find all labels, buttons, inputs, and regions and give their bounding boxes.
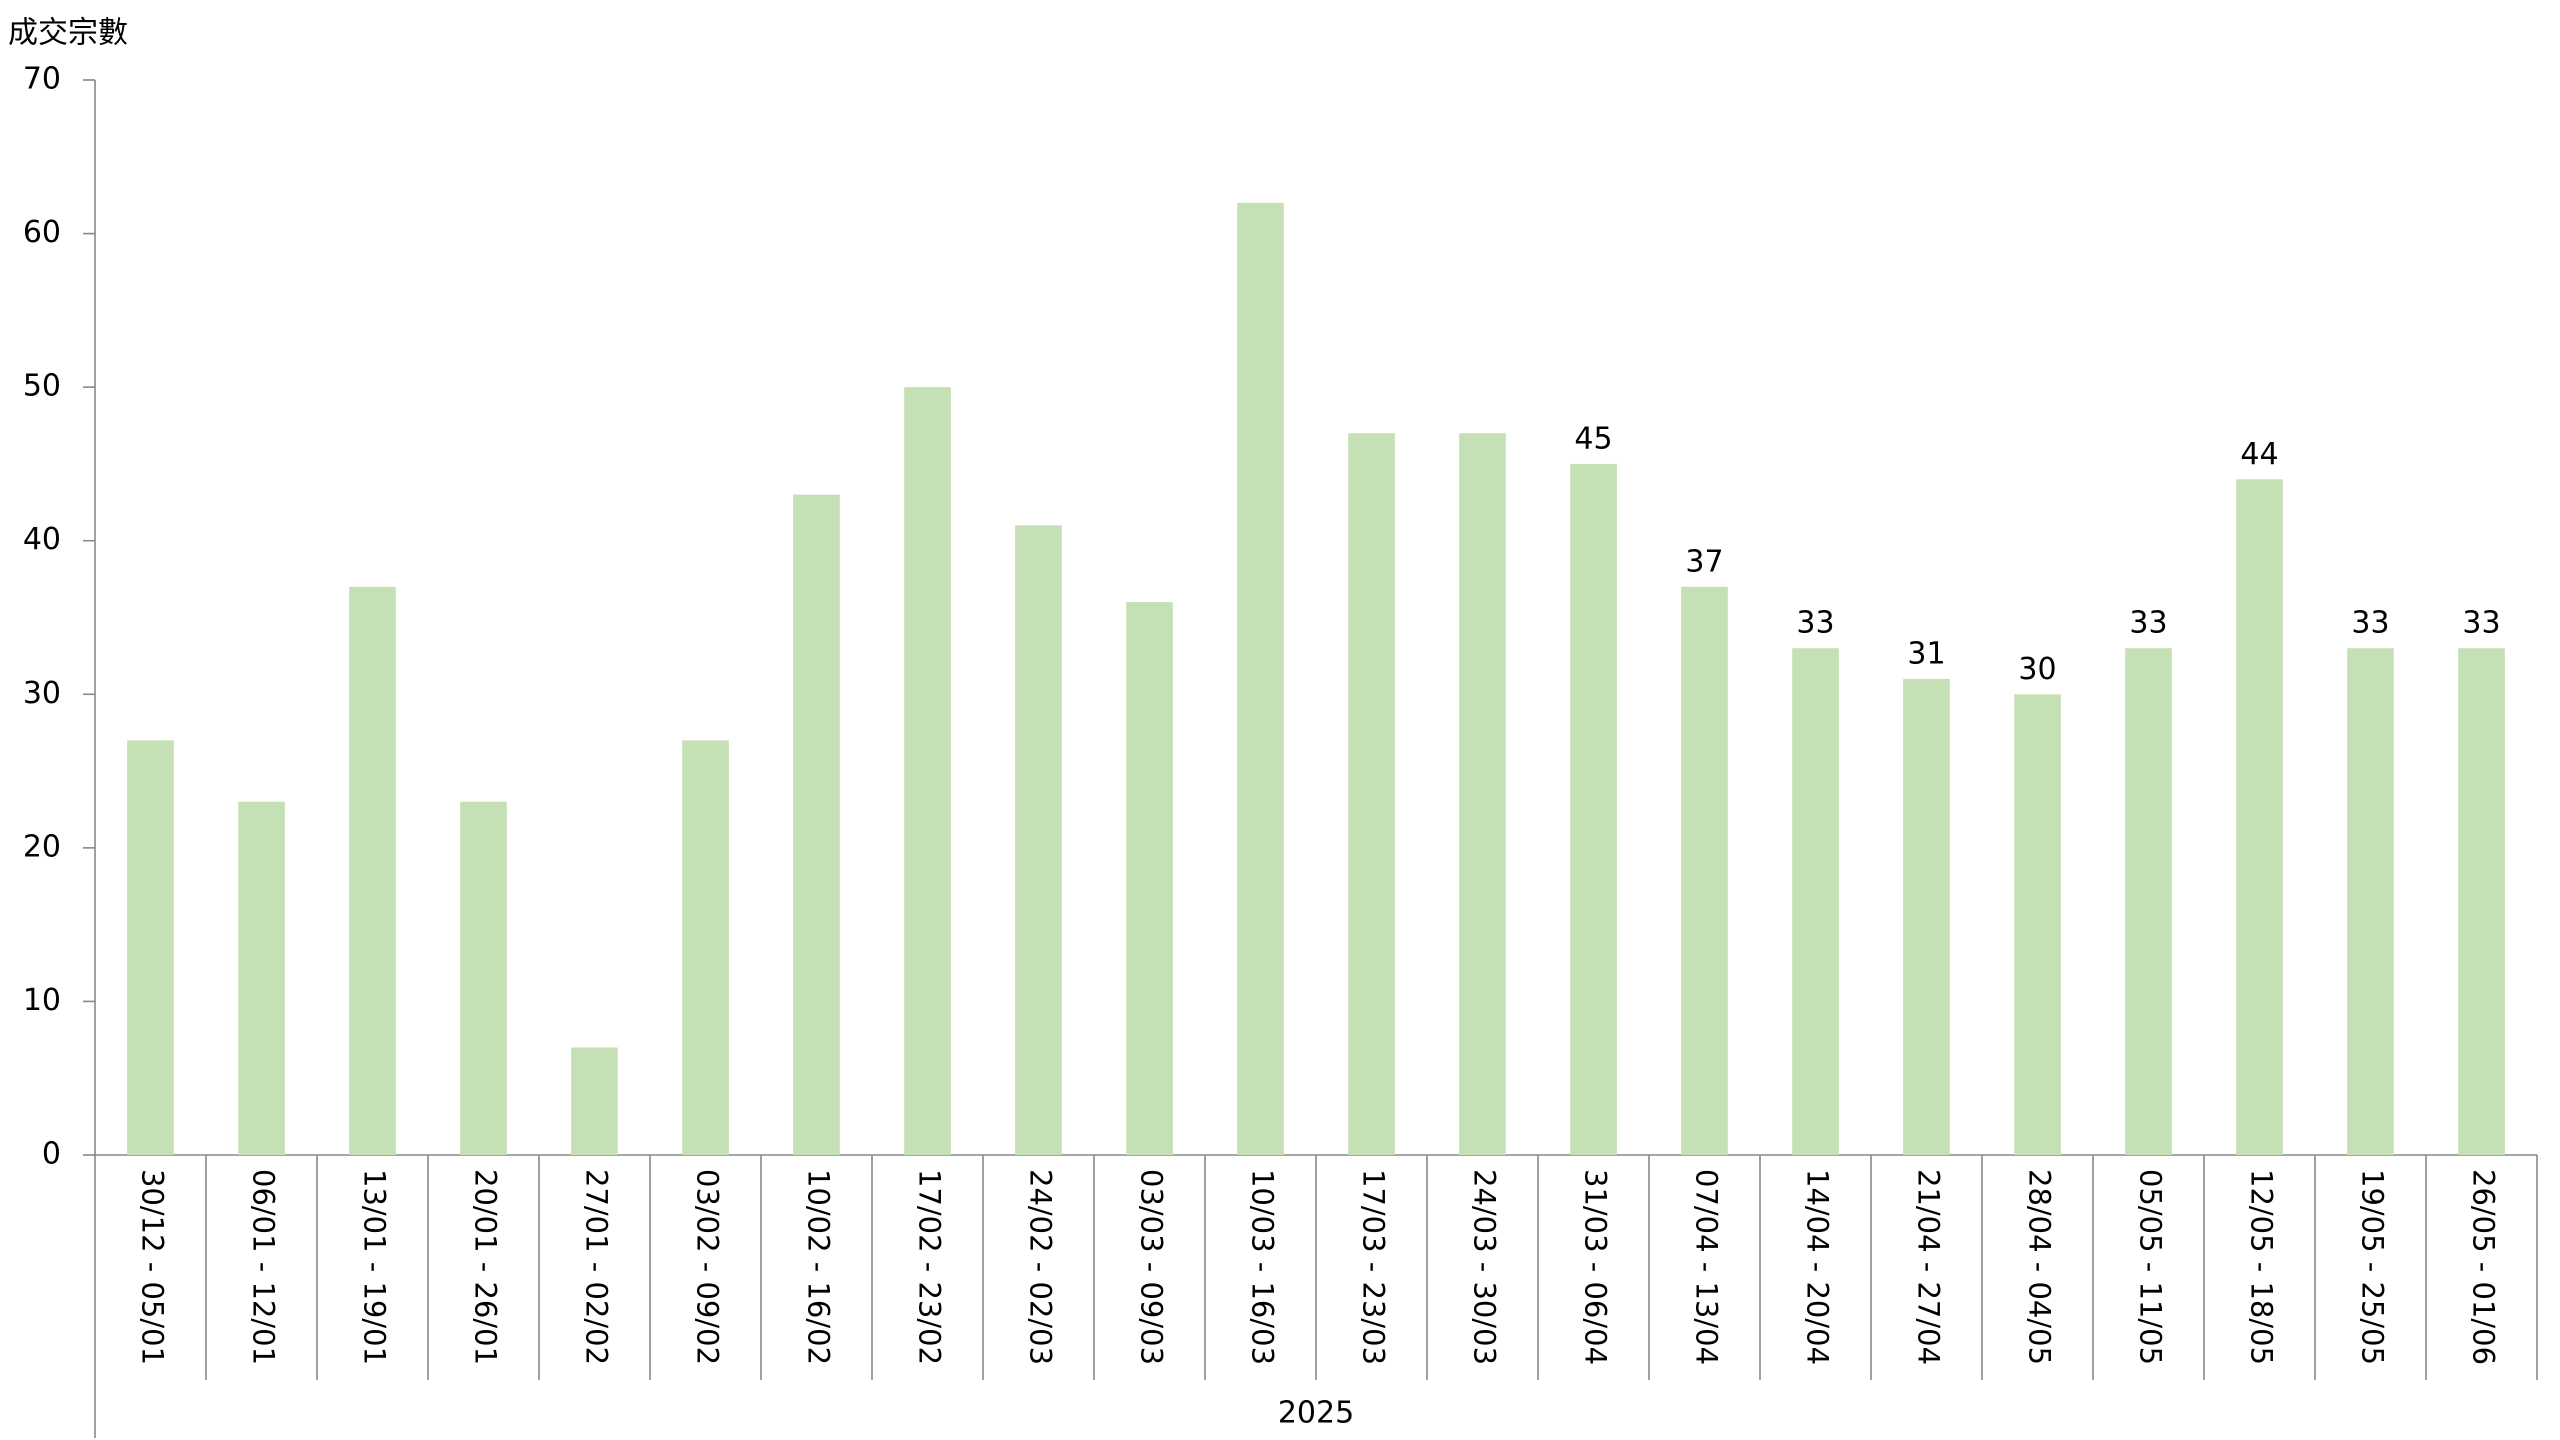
bar (1792, 648, 1839, 1155)
data-label: 33 (2351, 606, 2389, 641)
data-label: 45 (1574, 421, 1612, 456)
data-label: 37 (1685, 544, 1723, 579)
bar (1015, 525, 1062, 1155)
x-tick-label: 24/02 - 02/03 (1024, 1169, 1058, 1365)
x-tick-label: 19/05 - 25/05 (2356, 1169, 2390, 1365)
bar (1681, 586, 1728, 1155)
data-label: 31 (1907, 636, 1945, 671)
y-tick-label: 60 (23, 215, 61, 250)
x-tick-label: 13/01 - 19/01 (358, 1169, 392, 1365)
group-label: 2025 (1278, 1396, 1354, 1431)
x-tick-label: 28/04 - 04/05 (2023, 1169, 2057, 1365)
x-tick-label: 10/02 - 16/02 (802, 1169, 836, 1365)
bar (1570, 463, 1617, 1155)
y-tick-label: 20 (23, 829, 61, 864)
data-label: 30 (2018, 652, 2056, 687)
y-tick-label: 30 (23, 676, 61, 711)
bar (1903, 678, 1950, 1155)
x-tick-label: 03/02 - 09/02 (691, 1169, 725, 1365)
bar (127, 740, 174, 1155)
data-label: 44 (2240, 437, 2278, 472)
bar (682, 740, 729, 1155)
bar (238, 801, 285, 1155)
y-tick-label: 50 (23, 369, 61, 404)
bar (1237, 202, 1284, 1155)
x-tick-label: 05/05 - 11/05 (2134, 1169, 2168, 1365)
bar (904, 387, 951, 1156)
bar (349, 586, 396, 1155)
y-tick-label: 40 (23, 522, 61, 557)
y-tick-label: 70 (23, 62, 61, 97)
x-tick-label: 17/02 - 23/02 (913, 1169, 947, 1365)
bar (1348, 433, 1395, 1155)
bar (793, 494, 840, 1156)
x-tick-label: 30/12 - 05/01 (136, 1169, 170, 1365)
x-tick-label: 27/01 - 02/02 (580, 1169, 614, 1365)
bar (2347, 648, 2394, 1155)
x-tick-label: 03/03 - 09/03 (1135, 1169, 1169, 1365)
x-tick-label: 24/03 - 30/03 (1468, 1169, 1502, 1365)
data-label: 33 (1796, 606, 1834, 641)
bar (1126, 602, 1173, 1155)
x-tick-label: 06/01 - 12/01 (247, 1169, 281, 1365)
x-tick-label: 31/03 - 06/04 (1579, 1169, 1613, 1365)
bar (2236, 479, 2283, 1155)
x-tick-label: 12/05 - 18/05 (2245, 1169, 2279, 1365)
bar (460, 801, 507, 1155)
bar (2014, 694, 2061, 1155)
x-tick-label: 14/04 - 20/04 (1801, 1169, 1835, 1365)
y-axis-title: 成交宗數 (8, 16, 128, 51)
x-tick-label: 26/05 - 01/06 (2467, 1169, 2501, 1365)
y-tick-label: 0 (42, 1137, 61, 1172)
bar (2125, 648, 2172, 1155)
x-tick-label: 07/04 - 13/04 (1690, 1169, 1724, 1365)
bar (1459, 433, 1506, 1155)
x-tick-label: 17/03 - 23/03 (1357, 1169, 1391, 1365)
y-tick-label: 10 (23, 983, 61, 1018)
data-label: 33 (2129, 606, 2167, 641)
bar (571, 1047, 618, 1155)
x-tick-label: 10/03 - 16/03 (1246, 1169, 1280, 1365)
x-tick-label: 20/01 - 26/01 (469, 1169, 503, 1365)
x-tick-label: 21/04 - 27/04 (1912, 1169, 1946, 1365)
data-label: 33 (2462, 606, 2500, 641)
bar (2458, 648, 2505, 1155)
